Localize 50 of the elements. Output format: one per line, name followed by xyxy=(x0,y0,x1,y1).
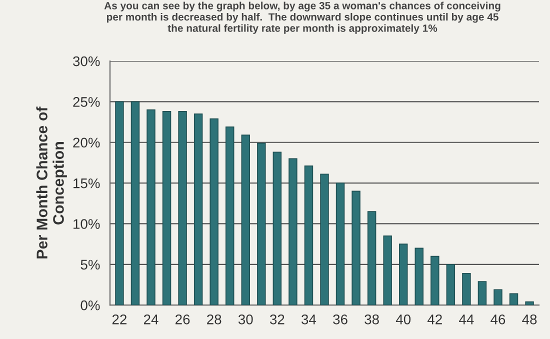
y-tick-label: 25% xyxy=(73,97,100,107)
bar xyxy=(194,113,203,306)
x-tick-label: 48 xyxy=(522,314,537,324)
bar xyxy=(241,134,250,306)
y-axis-title: Per Month Chance of Conception xyxy=(36,106,67,258)
bar xyxy=(367,211,376,306)
x-tick-label: 32 xyxy=(270,314,284,324)
bar xyxy=(336,182,345,306)
x-tick-label: 30 xyxy=(238,314,253,324)
x-tick-label: 24 xyxy=(144,314,158,324)
bar xyxy=(320,174,329,306)
bar xyxy=(115,101,124,306)
x-tick-label: 44 xyxy=(459,314,474,324)
bar xyxy=(525,301,534,306)
bar xyxy=(398,244,408,306)
bar xyxy=(130,101,140,306)
y-tick-label: 20% xyxy=(73,138,100,148)
bar xyxy=(288,158,298,306)
bar xyxy=(304,166,314,306)
bar xyxy=(446,264,456,306)
y-tick-label: 15% xyxy=(74,178,100,188)
y-tick-label: 10% xyxy=(74,219,100,229)
x-tick-label: 36 xyxy=(333,314,348,324)
bar xyxy=(352,190,360,306)
bar xyxy=(210,118,218,306)
bar xyxy=(178,111,187,306)
bar xyxy=(462,272,471,306)
bar xyxy=(272,152,282,306)
x-tick-label: 26 xyxy=(176,314,190,324)
chart-title: As you can see by the graph below, by age 35 a woman's chances of conceiving per month is decreased by half. The downward slope continues until by age 45 the natural fertility rate per month is approximately 1% xyxy=(104,2,500,34)
bar xyxy=(257,142,266,306)
x-tick-label: 40 xyxy=(396,314,411,324)
bar xyxy=(494,289,502,306)
bar xyxy=(226,126,234,306)
y-tick-label: 5% xyxy=(80,260,100,270)
bar xyxy=(509,293,518,306)
bar xyxy=(383,236,392,306)
bar xyxy=(430,256,440,306)
y-tick-label: 0% xyxy=(80,300,100,310)
x-tick-label: 34 xyxy=(302,314,316,324)
bar xyxy=(478,281,487,306)
y-tick-label: 30% xyxy=(73,56,100,66)
bar xyxy=(162,111,172,306)
x-tick-label: 38 xyxy=(364,314,379,324)
bar xyxy=(414,248,424,306)
bar xyxy=(146,109,156,306)
x-tick-label: 28 xyxy=(207,314,222,324)
x-tick-label: 46 xyxy=(490,314,506,324)
x-tick-label: 22 xyxy=(112,314,126,324)
x-tick-label: 42 xyxy=(428,314,442,324)
